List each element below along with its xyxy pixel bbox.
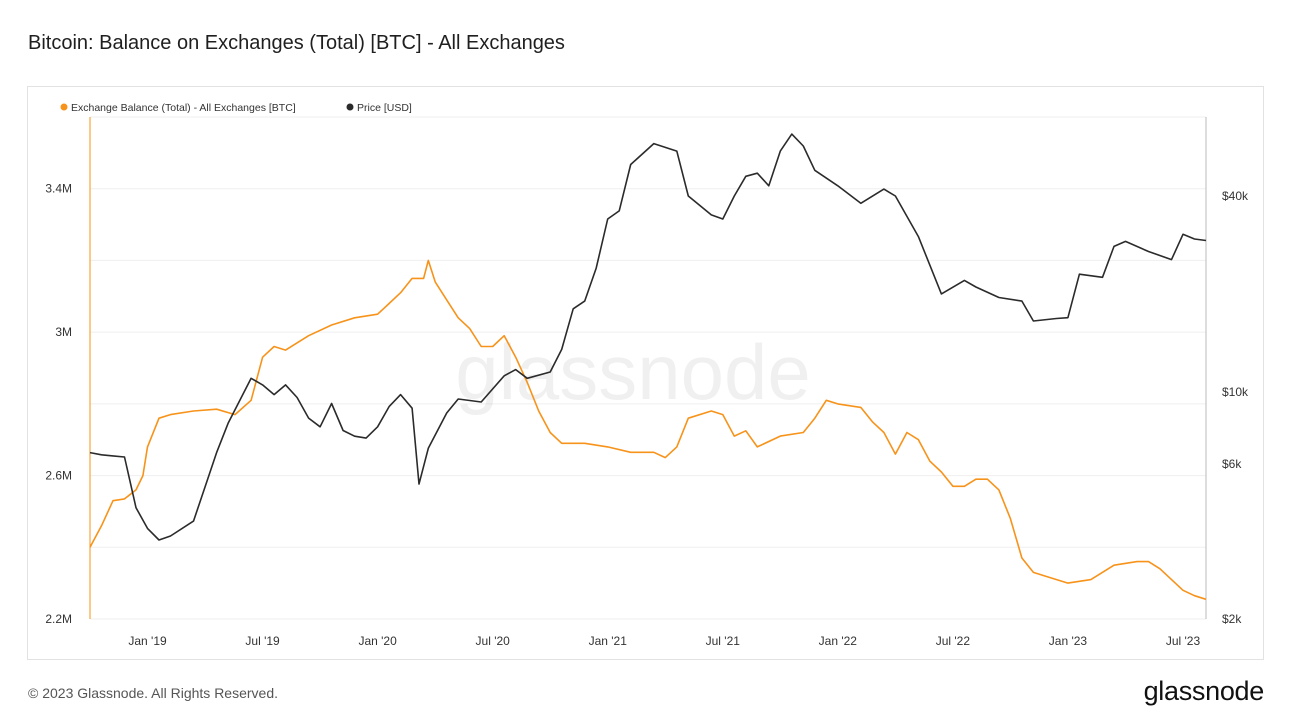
x-tick-label: Jul '23 xyxy=(1166,634,1201,648)
x-tick-label: Jul '19 xyxy=(245,634,280,648)
x-tick-label: Jan '21 xyxy=(589,634,628,648)
glassnode-logo[interactable]: glassnode xyxy=(1143,676,1265,706)
legend-marker-exchange-balance[interactable] xyxy=(60,103,68,111)
y-left-tick-label: 3.4M xyxy=(45,182,72,196)
series-layer xyxy=(89,133,1207,601)
copyright-text: © 2023 Glassnode. All Rights Reserved. xyxy=(28,685,279,701)
x-tick-label: Jan '19 xyxy=(128,634,167,648)
y-left-tick-label: 2.2M xyxy=(45,612,72,626)
legend-label-price[interactable]: Price [USD] xyxy=(357,102,412,114)
x-tick-label: Jan '22 xyxy=(819,634,858,648)
y-right-tick-label: $6k xyxy=(1222,457,1242,471)
x-tick-label: Jan '20 xyxy=(358,634,397,648)
series-line-exchange-balance[interactable] xyxy=(89,259,1207,601)
chart-title: Bitcoin: Balance on Exchanges (Total) [B… xyxy=(28,32,565,54)
series-line-price[interactable] xyxy=(89,133,1207,541)
x-axis: Jan '19 Jul '19 Jan '20 Jul '20 Jan '21 Jul '… xyxy=(128,634,1200,648)
y-axis-right: $2k $6k $10k $40k xyxy=(1222,189,1249,626)
legend[interactable]: Exchange Balance (Total) - All Exchanges… xyxy=(60,102,412,114)
y-left-tick-label: 2.6M xyxy=(45,469,72,483)
chart-frame: glassnode 2.2M 2.6M 3M 3.4M $2k $6k $10k $40k … xyxy=(27,86,1264,660)
y-right-tick-label: $2k xyxy=(1222,612,1242,626)
legend-marker-price[interactable] xyxy=(346,103,354,111)
x-tick-label: Jul '20 xyxy=(476,634,511,648)
grid-lines xyxy=(89,116,1207,620)
x-tick-label: Jul '21 xyxy=(706,634,741,648)
x-tick-label: Jan '23 xyxy=(1049,634,1088,648)
y-axis-left: 2.2M 2.6M 3M 3.4M xyxy=(45,182,72,626)
x-tick-label: Jul '22 xyxy=(936,634,971,648)
legend-label-exchange-balance[interactable]: Exchange Balance (Total) - All Exchanges… xyxy=(71,102,296,114)
watermark: glassnode xyxy=(455,328,811,416)
y-right-tick-label: $40k xyxy=(1222,189,1249,203)
y-right-tick-label: $10k xyxy=(1222,385,1249,399)
y-left-tick-label: 3M xyxy=(55,325,72,339)
